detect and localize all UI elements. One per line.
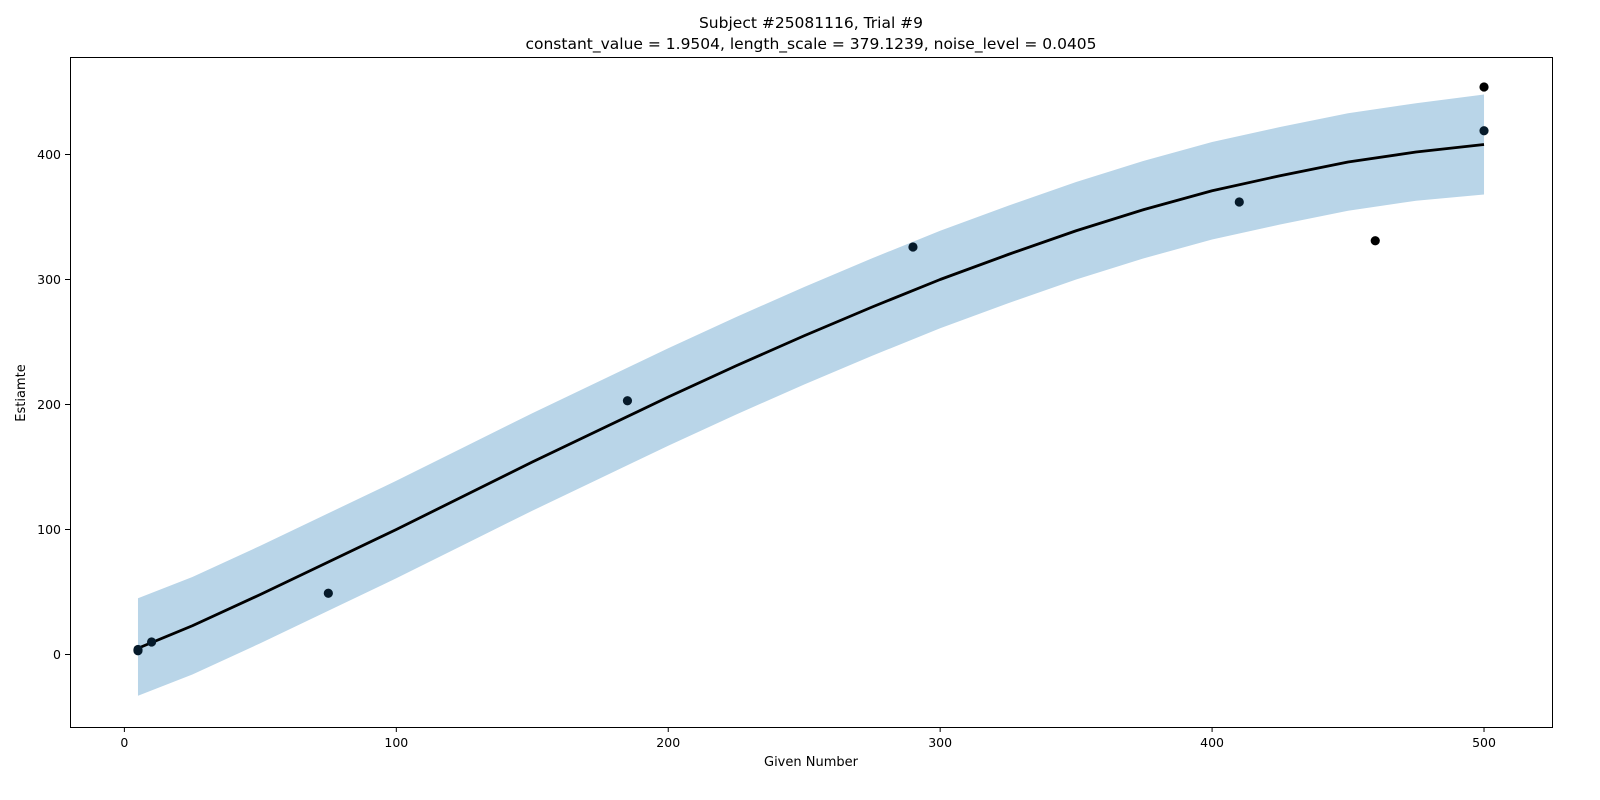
- y-tick-label-100: 100: [37, 522, 61, 537]
- chart-title-line1: Subject #25081116, Trial #9: [699, 14, 923, 32]
- y-tick-label-300: 300: [37, 272, 61, 287]
- x-tick-label-300: 300: [928, 735, 952, 750]
- data-point-1: [133, 644, 143, 655]
- y-tick-label-400: 400: [37, 147, 61, 162]
- chart-title-line2: constant_value = 1.9504, length_scale = …: [525, 35, 1096, 54]
- y-tick-label-0: 0: [53, 647, 61, 662]
- data-point-3: [323, 588, 333, 598]
- data-point-4: [622, 396, 633, 406]
- chart-title: Subject #25081116, Trial #9 constant_val…: [525, 14, 1096, 54]
- y-tick-label-200: 200: [37, 397, 61, 412]
- data-point-7: [1370, 236, 1380, 246]
- x-tick-label-0: 0: [120, 735, 128, 750]
- data-point-6: [1234, 197, 1244, 207]
- axes: 0 100 200 300 400 500 0 100 200 300 400: [37, 147, 1496, 750]
- data-point-2: [146, 637, 157, 647]
- confidence-band: [137, 94, 1485, 696]
- x-tick-label-200: 200: [656, 735, 680, 750]
- data-point-9: [1479, 82, 1489, 92]
- x-tick-label-500: 500: [1472, 735, 1496, 750]
- x-tick-label-100: 100: [384, 735, 408, 750]
- y-axis-label: Estiamte: [14, 364, 29, 421]
- data-point-8: [1479, 126, 1489, 136]
- x-axis-label: Given Number: [764, 755, 859, 770]
- mean-line: [137, 143, 1485, 650]
- plot-area: [133, 82, 1489, 696]
- x-tick-label-400: 400: [1200, 735, 1224, 750]
- data-point-5: [908, 242, 918, 252]
- plot-frame: [70, 57, 1553, 728]
